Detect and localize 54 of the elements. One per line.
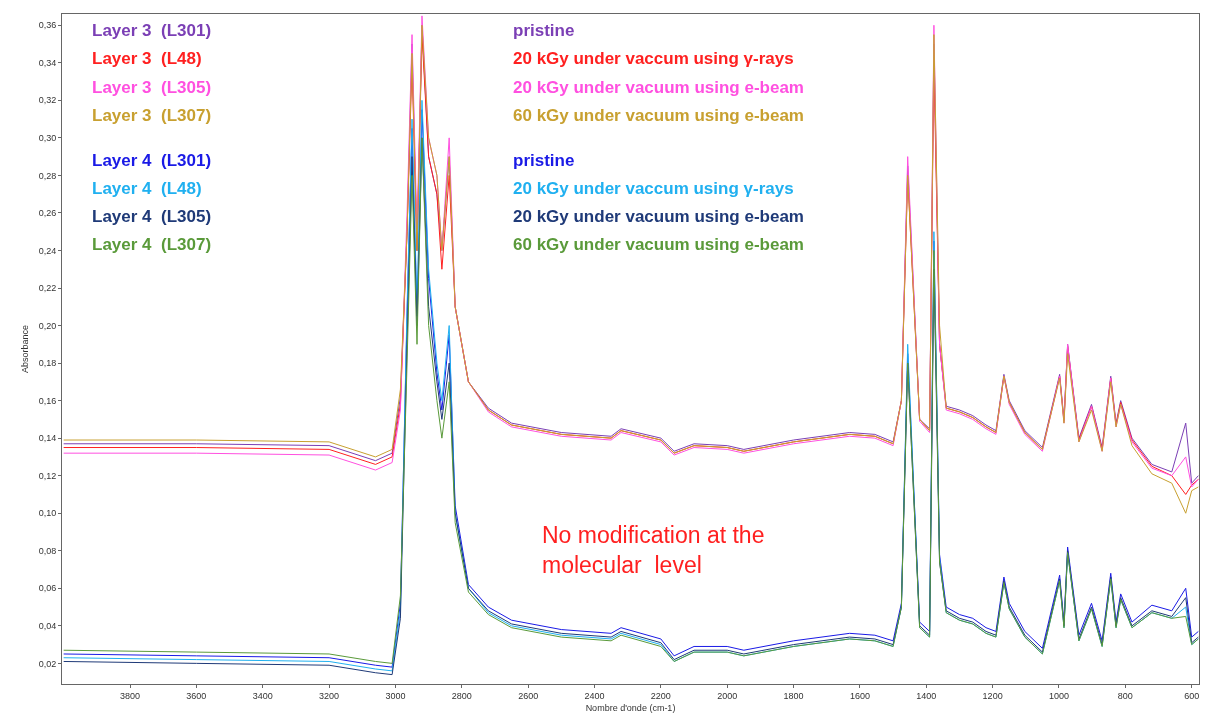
text: Layer 3 (L307) <box>92 106 212 125</box>
x-tick-label: 1600 <box>849 690 870 701</box>
annotation: 20 kGy under vacuum using e-beam <box>513 78 804 97</box>
y-tick-label: 0,24 <box>38 245 57 256</box>
annotation: pristine <box>513 151 575 170</box>
text: Layer 3 (L301) <box>92 21 212 40</box>
x-tick-label: 1200 <box>982 690 1003 701</box>
x-tick-label: 3600 <box>186 690 207 701</box>
x-tick-label: 1800 <box>783 690 804 701</box>
annotation: 60 kGy under vacuum using e-beam <box>513 106 804 125</box>
y-tick-label: 0,18 <box>38 358 57 369</box>
annotation: 20 kGy under vacuum using e-beam <box>513 207 804 226</box>
x-tick-label: 2000 <box>717 690 738 701</box>
annotation: 60 kGy under vacuum using e-beam <box>513 235 804 254</box>
y-tick-label: 0,14 <box>38 433 57 444</box>
text: Layer 3 (L305) <box>92 78 212 97</box>
x-tick-label: 1400 <box>916 690 937 701</box>
y-tick-label: 0,02 <box>38 658 57 669</box>
x-tick-label: 3000 <box>385 690 406 701</box>
annotation: No modification at the molecular level <box>542 522 765 578</box>
y-tick-label: 0,12 <box>38 470 57 481</box>
x-tick-label: 2400 <box>584 690 605 701</box>
annotation: 20 kGy under vaccum using γ-rays <box>513 179 794 198</box>
y-tick-label: 0,06 <box>38 583 57 594</box>
x-tick-label: 3200 <box>319 690 340 701</box>
y-axis-title: Absorbance <box>20 324 31 374</box>
x-tick-label: 2200 <box>650 690 671 701</box>
x-tick-label: 1000 <box>1048 690 1070 701</box>
text: Layer 4 (L48) <box>92 179 202 198</box>
y-tick-label: 0,34 <box>38 57 57 68</box>
y-tick-label: 0,28 <box>38 170 57 181</box>
x-tick-label: 600 <box>1184 690 1200 701</box>
y-tick-label: 0,20 <box>38 320 57 331</box>
y-tick-label: 0,08 <box>38 545 57 556</box>
x-tick-label: 2800 <box>451 690 472 701</box>
y-tick-label: 0,04 <box>38 620 57 631</box>
x-tick-label: 3400 <box>252 690 273 701</box>
y-tick-label: 0,36 <box>38 20 57 31</box>
text: Layer 4 (L301) <box>92 151 212 170</box>
annotation: 20 kGy under vaccum using γ-rays <box>513 49 794 68</box>
y-tick-label: 0,16 <box>38 395 57 406</box>
y-tick-label: 0,10 <box>38 508 57 519</box>
x-tick-label: 3800 <box>119 690 141 701</box>
x-tick-label: 800 <box>1117 690 1133 701</box>
y-tick-label: 0,26 <box>38 208 57 219</box>
text: Layer 4 (L307) <box>92 235 212 254</box>
annotation: pristine <box>513 21 575 40</box>
text: Layer 3 (L48) <box>92 49 202 68</box>
x-axis-title: Nombre d'onde (cm-1) <box>585 702 676 713</box>
y-tick-label: 0,32 <box>38 95 57 106</box>
y-tick-label: 0,30 <box>38 133 57 144</box>
x-tick-label: 2600 <box>518 690 539 701</box>
y-tick-label: 0,22 <box>38 283 57 294</box>
text: Layer 4 (L305) <box>92 207 212 226</box>
